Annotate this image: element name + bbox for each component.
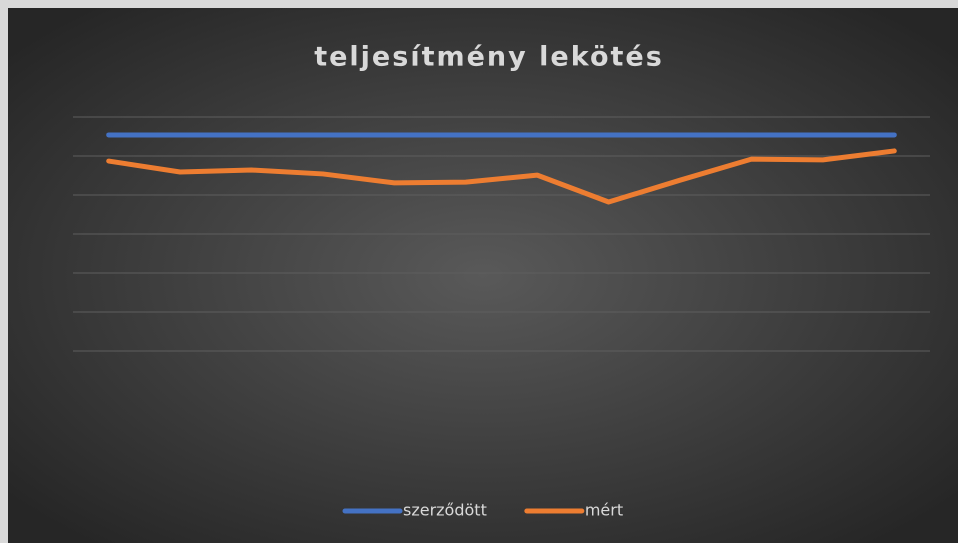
line-series bbox=[106, 148, 897, 205]
chart-background bbox=[8, 8, 958, 543]
chart-title: teljesítmény lekötés bbox=[314, 42, 664, 73]
legend-label: mért bbox=[585, 501, 623, 520]
legend-label: szerződött bbox=[403, 501, 487, 520]
